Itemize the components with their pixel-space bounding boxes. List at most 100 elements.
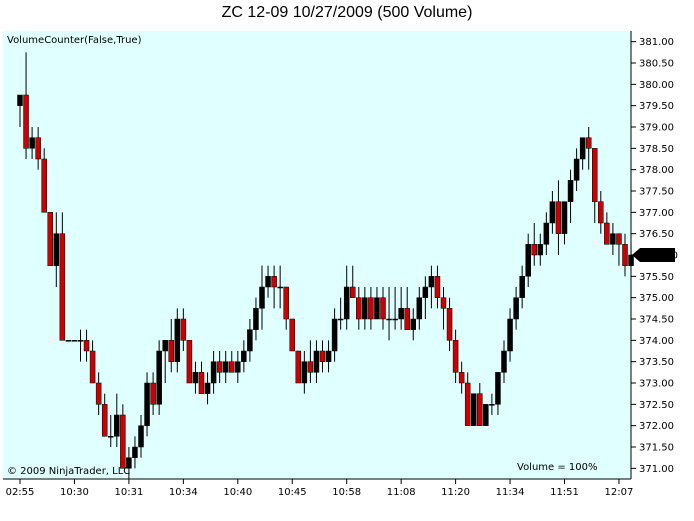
candle-body [422, 286, 429, 298]
volume-label: Volume = 100% [517, 462, 598, 473]
candle-body [489, 404, 495, 406]
x-tick-label: 11:20 [441, 487, 470, 498]
candle-body [477, 393, 483, 426]
candle-body [362, 297, 368, 320]
candle-body [283, 286, 289, 320]
candles-layer [17, 52, 634, 479]
candle-body [440, 297, 447, 309]
y-tick-label: 378.00 [639, 165, 674, 176]
candle-body [452, 340, 459, 373]
candle-body [95, 382, 102, 405]
y-tick-label: 380.00 [639, 80, 674, 91]
candle-body [356, 297, 362, 320]
candle-body [271, 276, 277, 288]
y-tick-label: 379.00 [639, 123, 674, 134]
candle-body [555, 201, 562, 234]
candle-body [59, 233, 66, 341]
candle-body [507, 318, 513, 352]
candle-body [253, 308, 259, 330]
last-price-label: 376.00 [643, 251, 678, 262]
candle-body [585, 137, 592, 149]
candle-body [120, 414, 126, 469]
candle-body [144, 382, 150, 426]
candle-body [216, 361, 223, 373]
candle-body [150, 382, 156, 405]
candle-body [513, 297, 519, 320]
candle-body [350, 286, 356, 298]
x-tick-label: 10:40 [223, 487, 252, 498]
copyright-label: © 2009 NinjaTrader, LLC [7, 466, 130, 477]
candle-body [174, 318, 181, 362]
last-price-tag [632, 248, 675, 262]
candle-body [404, 308, 410, 330]
candle-body [604, 222, 610, 245]
y-tick-label: 379.50 [639, 101, 674, 112]
x-tick-label: 10:30 [60, 487, 89, 498]
candle-body [337, 318, 344, 321]
candle-body [386, 318, 392, 321]
candle-body [543, 222, 550, 245]
candle-body [53, 233, 60, 266]
candle-body [186, 340, 193, 384]
candle-body [71, 340, 78, 342]
candle-body [17, 94, 23, 106]
candle-body [235, 361, 241, 373]
candle-body [313, 350, 320, 373]
candle-body [241, 350, 247, 362]
candle-body [446, 308, 453, 341]
candle-body [398, 308, 404, 320]
chart-title: ZC 12-09 10/27/2009 (500 Volume) [221, 4, 473, 21]
candle-body [198, 372, 205, 394]
candle-body [610, 233, 616, 245]
candle-body [29, 137, 35, 149]
candle-body [41, 158, 47, 213]
candle-body [525, 244, 531, 277]
y-tick-label: 374.50 [639, 315, 674, 326]
candle-body [35, 137, 41, 160]
candle-body [222, 361, 229, 373]
x-tick-label: 10:45 [278, 487, 307, 498]
x-tick-label: 10:31 [114, 487, 143, 498]
candle-body [114, 414, 120, 437]
candle-body [47, 212, 53, 266]
candle-body [23, 94, 29, 149]
candle-body [204, 382, 211, 394]
candle-body [374, 297, 380, 320]
y-tick-label: 378.50 [639, 144, 674, 155]
y-tick-label: 371.00 [639, 464, 674, 475]
x-tick-label: 10:58 [332, 487, 361, 498]
x-tick-label: 11:34 [496, 487, 525, 498]
candle-body [180, 318, 187, 341]
candle-body [592, 148, 598, 202]
candle-body [573, 158, 580, 181]
candle-body [368, 297, 374, 320]
candle-body [458, 372, 465, 384]
x-tick-label: 11:08 [387, 487, 416, 498]
x-tick-label: 10:34 [169, 487, 198, 498]
candle-body [247, 329, 253, 352]
candle-body [192, 372, 199, 384]
candle-body [89, 350, 96, 384]
candle-body [531, 244, 537, 256]
candle-body [126, 457, 132, 469]
candle-body [210, 361, 217, 384]
last-price-marker: 376.00 [632, 248, 678, 262]
y-tick-label: 375.00 [639, 293, 674, 304]
y-tick-label: 371.50 [639, 443, 674, 454]
x-tick-label: 12:07 [605, 487, 634, 498]
candle-body [343, 286, 350, 320]
y-tick-label: 377.50 [639, 187, 674, 198]
candle-body [464, 382, 471, 426]
y-tick-label: 373.50 [639, 357, 674, 368]
candle-body [301, 361, 308, 384]
candle-body [549, 201, 556, 224]
candle-body [138, 425, 144, 448]
candle-body [471, 393, 477, 426]
candle-body [156, 350, 162, 405]
candle-body [622, 244, 628, 266]
candle-body [380, 297, 386, 320]
x-tick-label: 11:51 [550, 487, 579, 498]
candle-body [168, 340, 174, 362]
candle-body [331, 318, 338, 352]
